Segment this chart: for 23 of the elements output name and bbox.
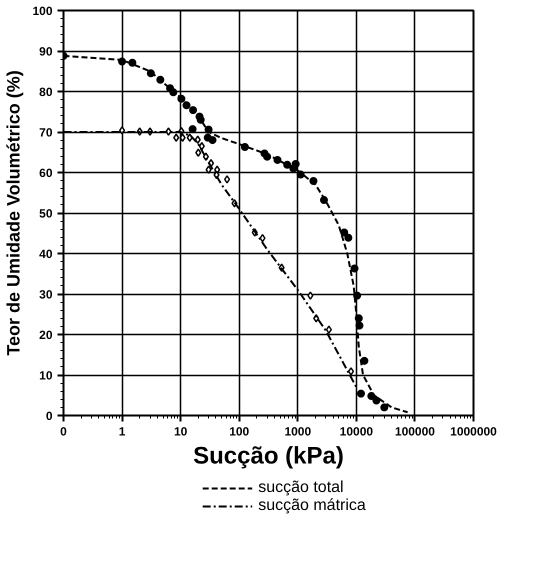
- x-tick-label: 10: [174, 424, 188, 438]
- y-tick-label: 100: [32, 4, 53, 18]
- legend-label: sucção mátrica: [258, 497, 366, 515]
- y-tick-label: 60: [39, 166, 53, 180]
- x-tick-label: 10000: [340, 424, 374, 438]
- y-tick-label: 0: [46, 409, 53, 423]
- x-tick-label: 0: [60, 424, 68, 438]
- x-tick-label: 1: [118, 424, 126, 438]
- y-tick-label: 80: [39, 85, 53, 99]
- x-tick-label: 1000: [284, 424, 312, 438]
- x-tick-label: 100000: [394, 424, 436, 438]
- y-tick-label: 70: [39, 126, 53, 140]
- legend-label: sucção total: [258, 479, 344, 497]
- y-tick-label: 50: [39, 206, 53, 220]
- y-tick-label: 90: [39, 44, 53, 58]
- y-tick-label: 40: [39, 247, 53, 261]
- x-tick-label: 100: [229, 424, 250, 438]
- y-tick-label: 10: [39, 368, 53, 382]
- y-axis-title: Teor de Umidade Volumétrico (%): [3, 70, 24, 356]
- y-tick-label: 20: [39, 328, 53, 342]
- y-tick-label: 30: [39, 288, 53, 302]
- x-tick-label: 1000000: [450, 424, 498, 438]
- x-axis-title: Sucção (kPa): [193, 442, 344, 470]
